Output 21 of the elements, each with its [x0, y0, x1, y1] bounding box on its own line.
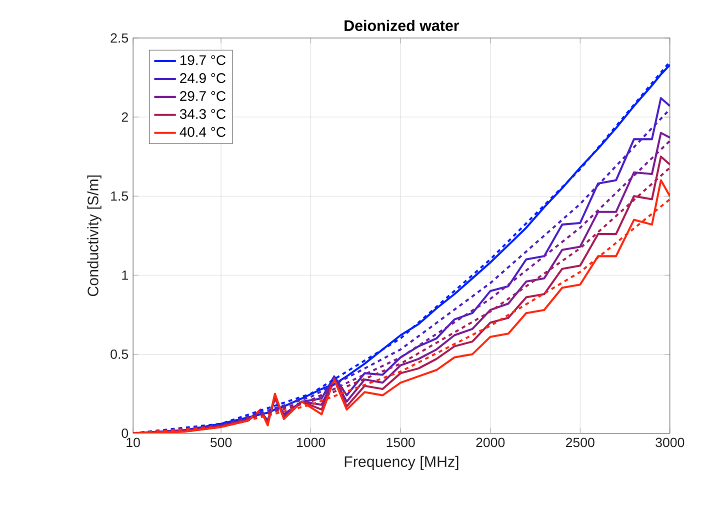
legend-label: 29.7 °C — [180, 91, 226, 102]
y-tick-label: 1 — [122, 270, 128, 280]
legend-label: 40.4 °C — [180, 127, 226, 137]
chart-title: Deionized water — [344, 20, 460, 32]
x-tick-label: 1000 — [297, 438, 326, 448]
x-tick-label: 2000 — [476, 438, 505, 448]
legend-label: 24.9 °C — [180, 73, 226, 84]
x-tick-label: 10 — [126, 438, 140, 448]
y-tick-label: 0.5 — [110, 350, 128, 359]
y-tick-label: 0 — [122, 428, 128, 438]
x-axis-title: Frequency [MHz] — [344, 456, 458, 470]
x-tick-label: 3000 — [656, 438, 684, 448]
x-tick-label: 1500 — [386, 438, 415, 448]
legend-label: 34.3 °C — [180, 109, 226, 119]
y-tick-label: 2.5 — [110, 33, 128, 43]
x-tick-label: 500 — [210, 438, 232, 448]
y-axis-title: Conductivity [S/m] — [87, 176, 102, 296]
y-tick-label: 1.5 — [111, 192, 128, 201]
y-tick-label: 2 — [122, 112, 128, 122]
legend-label: 19.7 °C — [180, 55, 226, 66]
x-tick-label: 2500 — [566, 438, 594, 448]
